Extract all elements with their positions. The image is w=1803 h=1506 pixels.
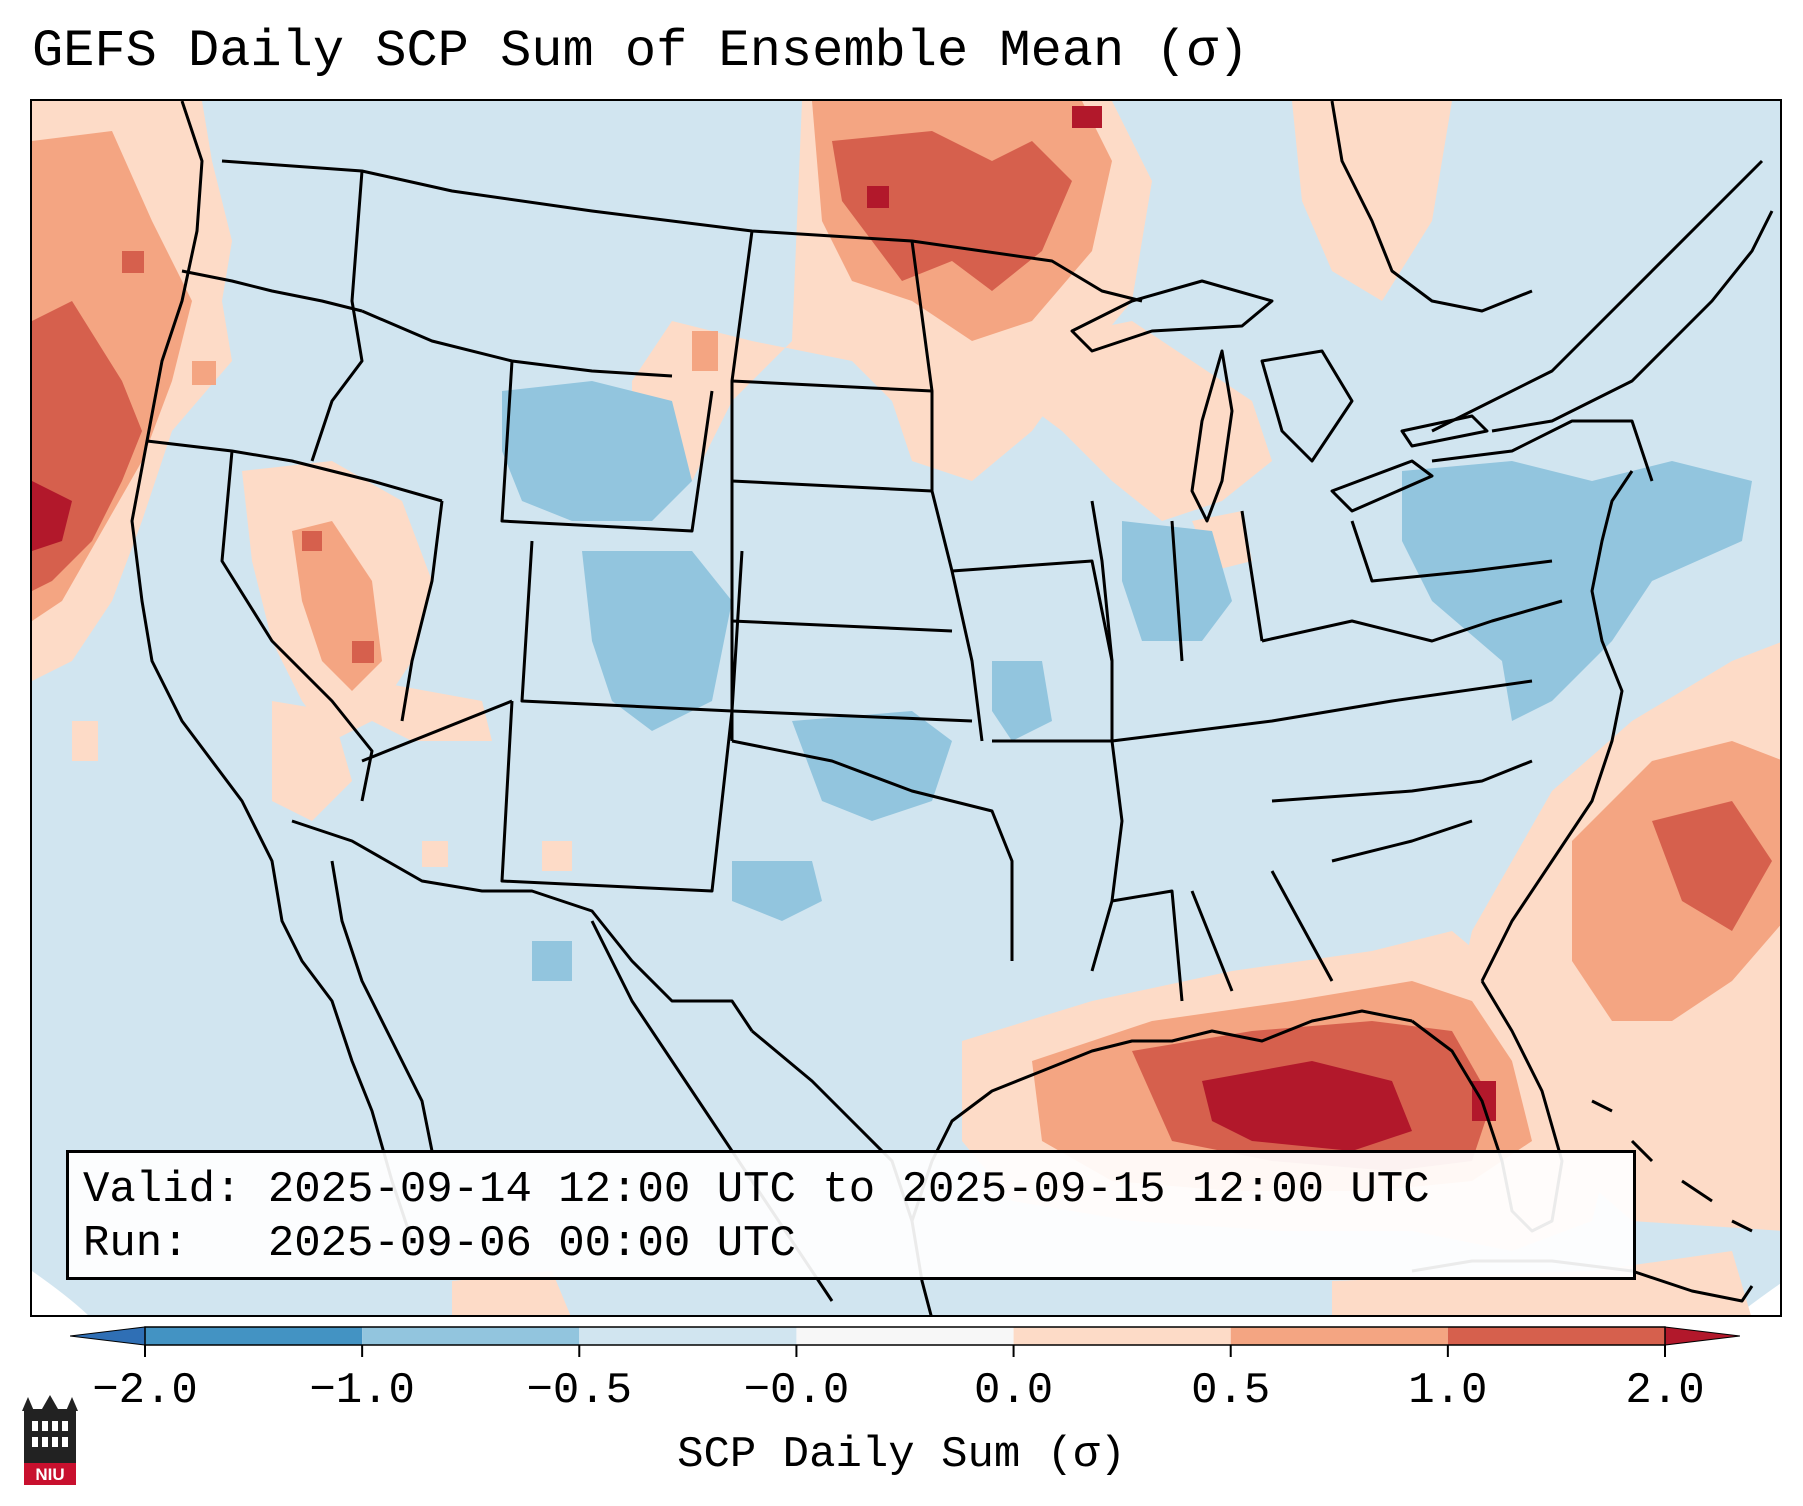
colorbar-bin-extend-low — [70, 1326, 146, 1346]
colorbar-bin — [1013, 1327, 1231, 1345]
valid-time-text: Valid: 2025-09-14 12:00 UTC to 2025-09-1… — [83, 1165, 1430, 1215]
colorbar-tick-label: −0.0 — [743, 1366, 850, 1416]
colorbar-tick-label: −1.0 — [309, 1366, 415, 1416]
bahamas — [1591, 1099, 1753, 1233]
state-va-wv-pa — [1261, 520, 1563, 643]
west-coast — [130, 101, 414, 1242]
colorbar-bin-extend-high — [1664, 1326, 1740, 1346]
state-id-west — [310, 170, 364, 462]
state-wa-or — [181, 269, 363, 313]
colorbar-bin — [145, 1327, 363, 1345]
colorbar-tick-label: 0.0 — [973, 1366, 1054, 1416]
anomaly-great-basin — [242, 461, 492, 821]
east-coast — [1480, 470, 1634, 982]
colorbar-bin — [579, 1327, 797, 1345]
chart-title: GEFS Daily SCP Sum of Ensemble Mean (σ) — [32, 22, 1249, 81]
colorbar-outline — [144, 1326, 1666, 1346]
state-nv-ca — [220, 450, 374, 802]
lake-erie — [1330, 459, 1434, 513]
hudson-bay-coast — [1330, 101, 1533, 313]
outside-domain — [32, 1271, 88, 1315]
anomaly-northern-plains — [632, 101, 1152, 481]
map-panel — [30, 99, 1782, 1317]
state-ny-ne — [1431, 419, 1654, 482]
colorbar-tick-label: 1.0 — [1408, 1366, 1488, 1416]
state-ky-tn — [1111, 679, 1533, 743]
st-lawrence — [1431, 159, 1764, 433]
colorbar-bin — [796, 1327, 1014, 1345]
state-il-in-oh — [1090, 500, 1264, 662]
colorbar-bin — [1230, 1327, 1448, 1345]
state-nd-sd-ne-ks-ok — [730, 230, 754, 741]
mexico-border — [291, 819, 754, 1032]
boundary-lines — [130, 101, 1774, 1315]
anomaly-pacific-northwest — [32, 101, 232, 681]
texas-coast — [910, 1009, 1413, 1222]
state-az — [361, 699, 513, 763]
baja-peninsula — [330, 860, 434, 1152]
anomaly-southern-plains-negative — [532, 521, 1232, 981]
run-time-text: Run: 2025-09-06 00:00 UTC — [83, 1219, 796, 1269]
colorbar — [70, 1326, 1740, 1357]
state-ut-west — [400, 500, 444, 722]
state-dakotas — [731, 379, 973, 723]
state-mo — [951, 559, 1114, 741]
anomaly-mid-atlantic-negative — [1402, 461, 1752, 721]
state-wy — [500, 360, 714, 533]
niu-logo-icon: NIU — [22, 1395, 78, 1485]
colorbar-tick-label: −0.5 — [526, 1366, 633, 1416]
state-ar-la — [992, 739, 1124, 972]
state-minnesota-iowa — [910, 240, 984, 742]
state-carolinas — [1271, 759, 1533, 863]
colorbar-tick-label: 0.5 — [1191, 1366, 1271, 1416]
colorbar-tick-label: 2.0 — [1625, 1366, 1705, 1416]
colorbar-bin — [362, 1327, 580, 1345]
niu-logo-text: NIU — [35, 1465, 64, 1484]
colorbar-tick-label: −2.0 — [92, 1366, 198, 1416]
colorbar-label: SCP Daily Sum (σ) — [677, 1430, 1126, 1480]
state-co — [520, 540, 744, 713]
state-ok-tx — [731, 739, 1014, 961]
state-or-ca-nv — [146, 439, 443, 503]
northeast-coast — [1491, 210, 1774, 433]
state-ms-al-ga — [1111, 870, 1334, 1002]
valid-time-box: Valid: 2025-09-14 12:00 UTC to 2025-09-1… — [66, 1150, 1636, 1280]
lake-superior — [1070, 279, 1274, 353]
anomaly-upper-midwest — [1022, 101, 1452, 571]
lake-huron — [1260, 349, 1354, 463]
anomaly-rockies-negative — [502, 381, 732, 731]
lake-michigan — [1190, 349, 1234, 523]
state-nm — [500, 700, 734, 893]
anomaly-southwest-small — [72, 721, 1751, 1315]
colorbar-bin — [1447, 1327, 1665, 1345]
scp-anomaly-map — [32, 101, 1780, 1315]
